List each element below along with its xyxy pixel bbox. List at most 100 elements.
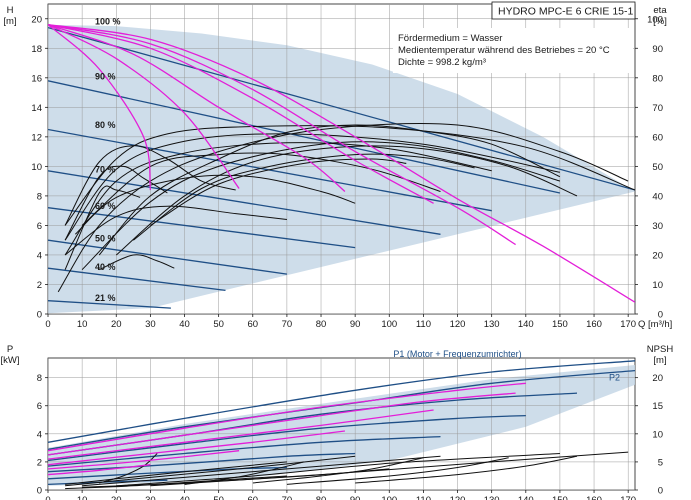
power-speed-curve-20 — [48, 382, 526, 452]
power-y-tick-label-3: 6 — [37, 401, 42, 412]
head-x-tick-label-5: 50 — [213, 319, 224, 330]
head-x-tick-label-9: 90 — [350, 319, 361, 330]
power-annotation-1: P2 — [609, 373, 620, 383]
head-y-tick-label-8: 16 — [31, 73, 42, 84]
head-y-tick-label-0: 0 — [37, 310, 42, 321]
head-x-tick-label-7: 70 — [282, 319, 293, 330]
power-eta-curve-0 — [48, 360, 635, 443]
head-speed-curve-25 — [48, 24, 516, 246]
power-y2-tick-label-0: 0 — [658, 486, 663, 497]
head-x-tick-label-16: 160 — [586, 319, 602, 330]
title-box — [491, 1, 636, 20]
head-x-tick-label-3: 30 — [145, 319, 156, 330]
head-perf-curve-22 — [150, 158, 407, 226]
power-x-tick-label-17: 170 — [620, 495, 636, 500]
head-y-tick-label-7: 14 — [31, 103, 42, 114]
head-speed-label-1: 90 % — [95, 71, 116, 81]
head-y2-tick-label-7: 70 — [652, 103, 663, 114]
power-perf-curve-19 — [355, 455, 578, 484]
power-x-tick-label-5: 50 — [213, 495, 224, 500]
power-y-tick-label-2: 4 — [37, 429, 42, 440]
head-eta-curve-6 — [48, 267, 226, 292]
head-x-tick-label-12: 120 — [450, 319, 466, 330]
head-speed-curve-29 — [48, 24, 152, 191]
head-x-tick-label-0: 0 — [45, 319, 50, 330]
head-perf-curve-9 — [64, 133, 561, 241]
power-y-tick-label-1: 2 — [37, 457, 42, 468]
power-x-tick-label-16: 160 — [586, 495, 602, 500]
head-y2-tick-label-6: 60 — [652, 132, 663, 143]
head-eta-curve-1 — [48, 80, 561, 194]
head-speed-curve-27 — [48, 24, 346, 192]
power-x-tick-label-4: 40 — [179, 495, 190, 500]
head-speed-curve-28 — [48, 24, 240, 189]
head-operating-envelope — [48, 24, 635, 314]
power-x-tick-label-7: 70 — [282, 495, 293, 500]
head-y2-axis-unit: [%] — [653, 16, 667, 27]
head-speed-label-7: 21 % — [95, 293, 116, 303]
power-speed-curve-23 — [48, 430, 345, 466]
head-perf-curve-14 — [64, 145, 236, 226]
power-x-tick-label-15: 150 — [552, 495, 568, 500]
head-eta-curve-4 — [48, 207, 356, 249]
head-x-tick-label-11: 110 — [416, 319, 431, 330]
power-x-tick-label-2: 20 — [111, 495, 122, 500]
head-y-tick-label-4: 8 — [37, 191, 42, 202]
head-eta-curve-3 — [48, 170, 441, 235]
head-y2-tick-label-9: 90 — [652, 44, 663, 55]
power-annotation-0: P1 (Motor + Frequenzumrichter) — [393, 349, 521, 359]
head-speed-label-6: 40 % — [95, 262, 116, 272]
power-perf-curve-16 — [184, 461, 305, 485]
head-perf-curve-13 — [64, 205, 287, 256]
head-x-tick-label-1: 10 — [77, 319, 88, 330]
head-speed-label-4: 60 % — [95, 201, 116, 211]
power-perf-curve-14 — [65, 475, 287, 490]
power-x-tick-label-12: 120 — [450, 495, 466, 500]
head-x-tick-label-14: 140 — [518, 319, 534, 330]
power-perf-curve-15 — [99, 453, 158, 484]
head-perf-curve-16 — [64, 185, 141, 270]
head-speed-label-3: 70 % — [95, 164, 116, 174]
head-speed-label-5: 50 % — [95, 234, 116, 244]
head-y2-tick-label-8: 80 — [652, 73, 663, 84]
power-x-tick-label-13: 130 — [484, 495, 500, 500]
power-y-axis-unit: [kW] — [1, 355, 20, 366]
head-eta-curve-0 — [48, 26, 635, 191]
power-eta-curve-3 — [48, 414, 526, 462]
power-x-tick-label-10: 100 — [381, 495, 397, 500]
head-speed-label-0: 100 % — [95, 17, 121, 27]
head-y2-axis-symbol: eta — [653, 5, 667, 16]
power-eta-curve-7 — [48, 479, 168, 486]
power-y2-axis-unit: [m] — [653, 355, 666, 366]
head-y-tick-label-6: 12 — [31, 132, 42, 143]
head-speed-label-2: 80 % — [95, 120, 116, 130]
power-speed-curve-25 — [48, 464, 151, 476]
medium-info-line-3: Dichte = 998.2 kg/m³ — [398, 57, 486, 68]
head-x-axis-label: Q [m³/h] — [638, 319, 672, 330]
head-perf-curve-21 — [132, 153, 475, 241]
head-y2-tick-label-10: 100 — [647, 14, 663, 25]
head-perf-curve-11 — [81, 152, 441, 226]
head-x-tick-label-10: 100 — [381, 319, 397, 330]
power-perf-curve-18 — [286, 457, 509, 485]
power-perf-curve-17 — [252, 457, 424, 484]
head-x-tick-label-4: 40 — [179, 319, 190, 330]
head-perf-curve-18 — [98, 124, 561, 256]
head-perf-curve-19 — [81, 141, 561, 271]
power-perf-curve-11 — [116, 453, 560, 487]
head-y2-tick-label-0: 0 — [658, 310, 663, 321]
power-speed-curve-24 — [48, 450, 240, 470]
power-x-tick-label-8: 80 — [316, 495, 327, 500]
power-y-tick-label-0: 0 — [37, 486, 42, 497]
power-y2-axis-symbol: NPSH — [647, 344, 674, 355]
power-x-tick-label-0: 0 — [45, 495, 50, 500]
head-x-tick-label-13: 130 — [484, 319, 500, 330]
power-x-tick-label-14: 140 — [518, 495, 534, 500]
head-perf-curve-23 — [57, 123, 629, 293]
head-y-axis-symbol: H — [7, 5, 14, 16]
chart-title: HYDRO MPC-E 6 CRIE 15-1 — [498, 6, 634, 18]
head-x-tick-label-6: 60 — [247, 319, 258, 330]
power-y2-tick-label-4: 20 — [652, 373, 663, 384]
power-perf-curve-8 — [65, 461, 287, 485]
